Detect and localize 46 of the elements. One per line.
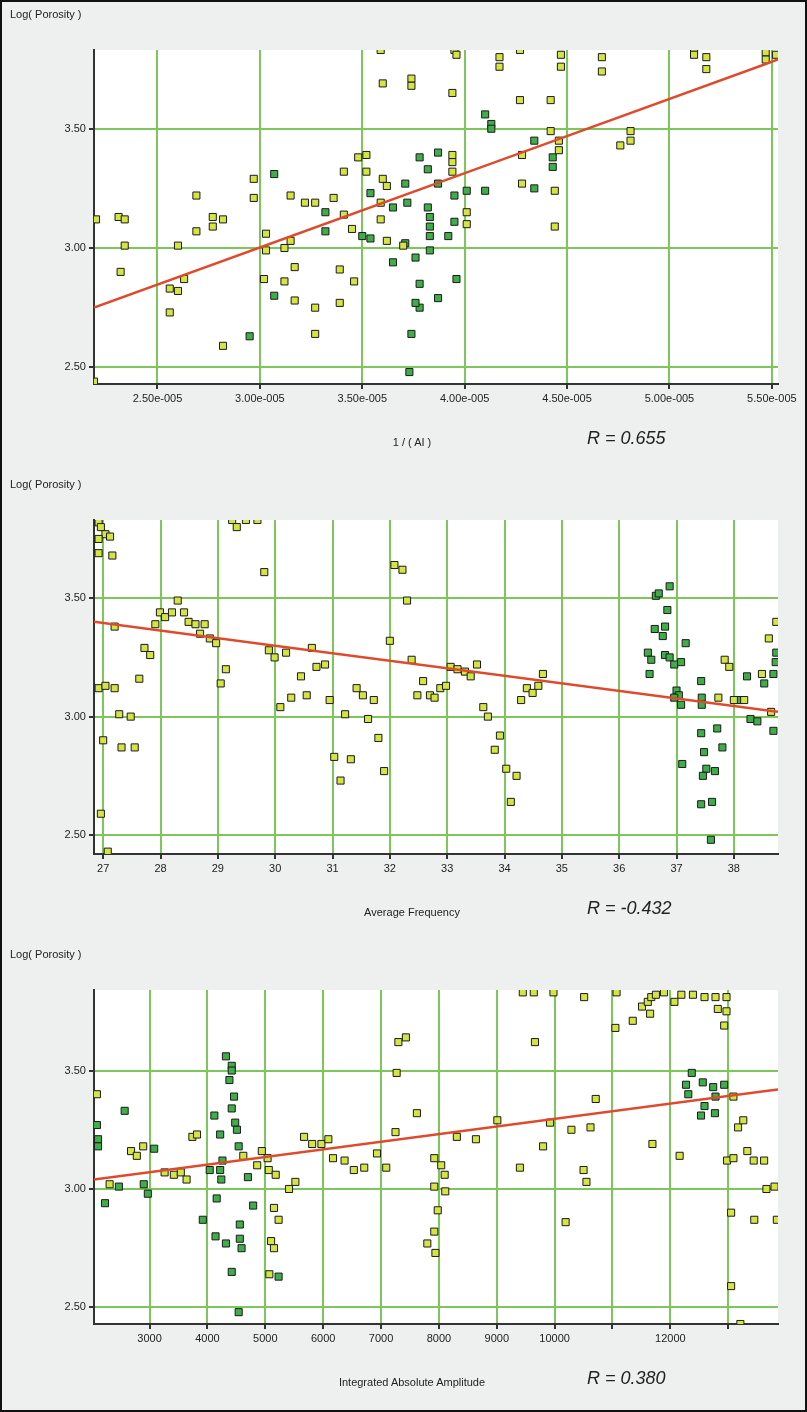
x-tick-label: 35 <box>555 861 568 874</box>
y-axis-title: Log( Porosity ) <box>10 948 82 960</box>
x-axis-title: Average Frequency <box>363 906 461 918</box>
y-tick-label: 3.00 <box>64 1182 86 1195</box>
text: R = -0.432 <box>587 898 672 919</box>
y-tick-label: 3.00 <box>64 241 86 254</box>
y-tick-label: 3.00 <box>64 709 86 722</box>
x-tick-label: 32 <box>383 861 396 874</box>
x-tick-label: 33 <box>441 861 454 874</box>
x-tick-label: 28 <box>154 861 167 874</box>
x-tick-label: 3.00e-005 <box>235 391 285 404</box>
x-tick-label: 3000 <box>137 1331 162 1344</box>
x-axis-title: 1 / ( AI ) <box>391 436 433 448</box>
text: R = 0.655 <box>587 428 666 449</box>
x-tick-label: 37 <box>670 861 683 874</box>
x-tick-label: 5000 <box>253 1331 278 1344</box>
x-tick-label: 6000 <box>310 1331 336 1344</box>
y-axis-title: Log( Porosity ) <box>10 8 82 20</box>
x-tick-label: 4.50e-005 <box>542 391 592 404</box>
x-axis-title: Integrated Absolute Amplitude <box>337 1376 487 1388</box>
x-tick-label: 27 <box>97 861 110 874</box>
x-tick-label: 30 <box>269 861 282 874</box>
y-tick-label: 2.50 <box>64 1300 86 1313</box>
x-tick-label: 9000 <box>484 1331 509 1344</box>
x-tick-label: 29 <box>211 861 224 874</box>
x-tick-label: 5.50e-005 <box>747 391 797 404</box>
text: R = 0.380 <box>587 1368 666 1389</box>
y-tick-label: 3.50 <box>64 591 86 604</box>
x-tick-label: 10000 <box>539 1331 570 1344</box>
y-tick-label: 3.50 <box>64 121 86 134</box>
y-tick-label: 2.50 <box>64 828 86 841</box>
x-tick-label: 8000 <box>426 1331 452 1344</box>
y-tick-label: 2.50 <box>64 360 86 373</box>
x-tick-label: 4.00e-005 <box>439 391 490 404</box>
x-tick-label: 31 <box>326 861 339 874</box>
x-tick-label: 4000 <box>195 1331 220 1344</box>
x-tick-label: 36 <box>613 861 626 874</box>
x-tick-label: 5.00e-005 <box>644 391 695 404</box>
y-axis-title: Log( Porosity ) <box>10 478 82 490</box>
x-tick-label: 2.50e-005 <box>132 391 183 404</box>
x-tick-label: 34 <box>498 861 511 874</box>
y-tick-label: 3.50 <box>64 1063 86 1076</box>
x-tick-label: 38 <box>727 861 740 874</box>
x-tick-label: 12000 <box>655 1331 686 1344</box>
x-tick-label: 7000 <box>368 1331 394 1344</box>
x-tick-label: 3.50e-005 <box>337 391 388 404</box>
